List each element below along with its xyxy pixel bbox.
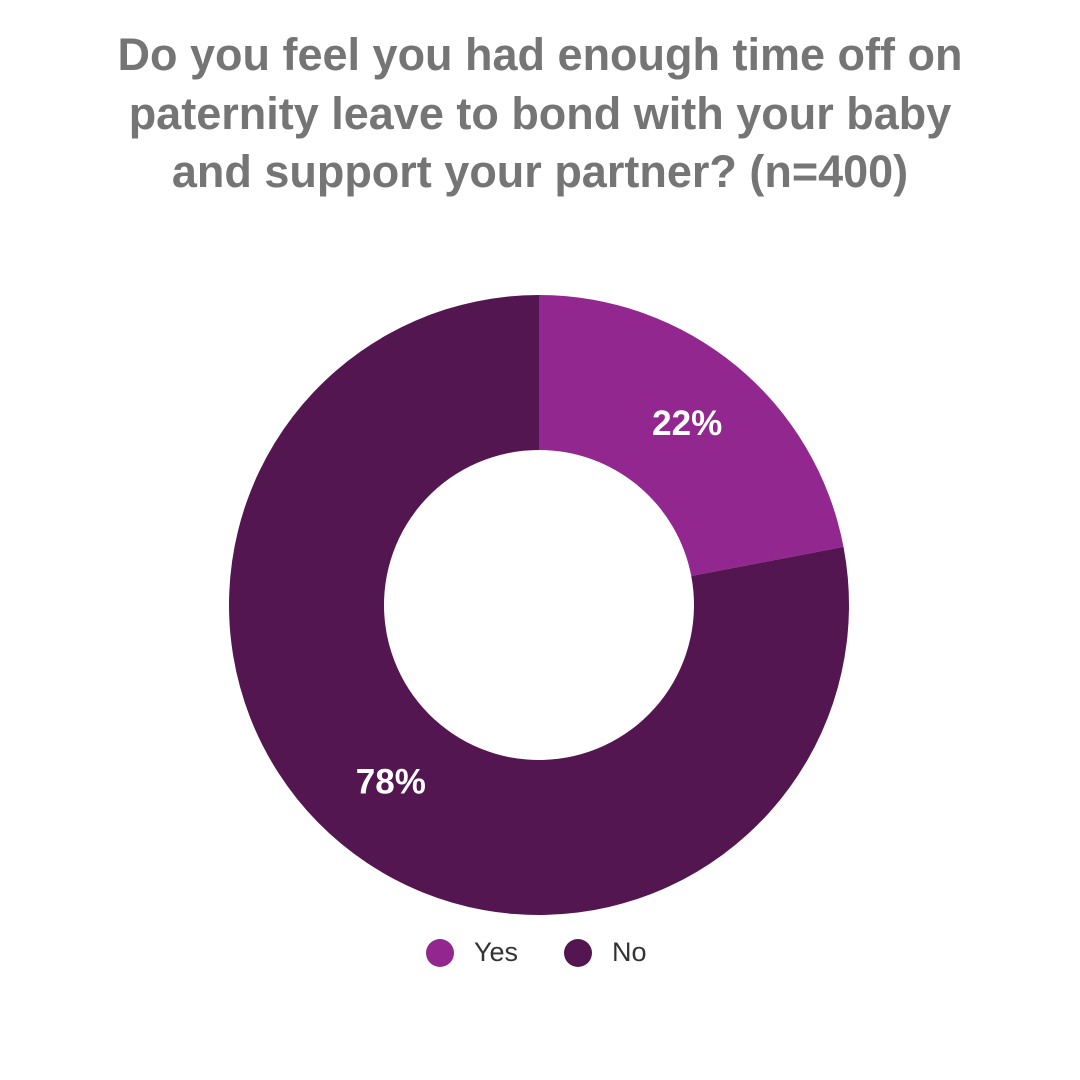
donut-slice — [539, 295, 844, 576]
data-label: 22% — [652, 404, 722, 443]
chart-title: Do you feel you had enough time off on p… — [117, 29, 963, 197]
legend-label: No — [612, 937, 647, 967]
legend-marker — [564, 939, 592, 967]
legend-label: Yes — [474, 937, 518, 967]
legend-marker — [426, 939, 454, 967]
donut-slice — [228, 295, 849, 915]
data-label: 78% — [356, 762, 426, 801]
